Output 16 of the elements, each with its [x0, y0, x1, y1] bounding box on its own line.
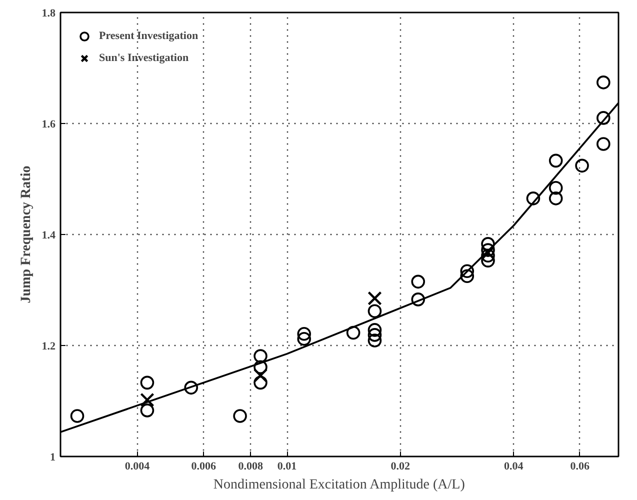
y-tick-label: 1.2 — [42, 340, 56, 352]
y-tick-label: 1.6 — [42, 118, 56, 130]
legend-label: Present Investigation — [99, 30, 198, 42]
x-tick-label: 0.06 — [570, 460, 590, 472]
x-tick-label: 0.01 — [277, 460, 297, 472]
x-axis-title: Nondimensional Excitation Amplitude (A/L) — [213, 478, 466, 492]
x-tick-label: 0.04 — [504, 460, 524, 472]
x-tick-label: 0.02 — [390, 460, 410, 472]
y-tick-label: 1.4 — [42, 230, 56, 242]
legend-label: Sun's Investigation — [99, 52, 189, 64]
y-tick-label: 1 — [50, 452, 56, 464]
x-tick-label: 0.006 — [191, 460, 216, 472]
x-tick-label: 0.004 — [124, 460, 150, 472]
y-axis-title: Jump Frequency Ratio — [18, 166, 34, 304]
x-tick-label: 0.008 — [238, 460, 264, 472]
y-tick-label: 1.8 — [42, 8, 56, 20]
